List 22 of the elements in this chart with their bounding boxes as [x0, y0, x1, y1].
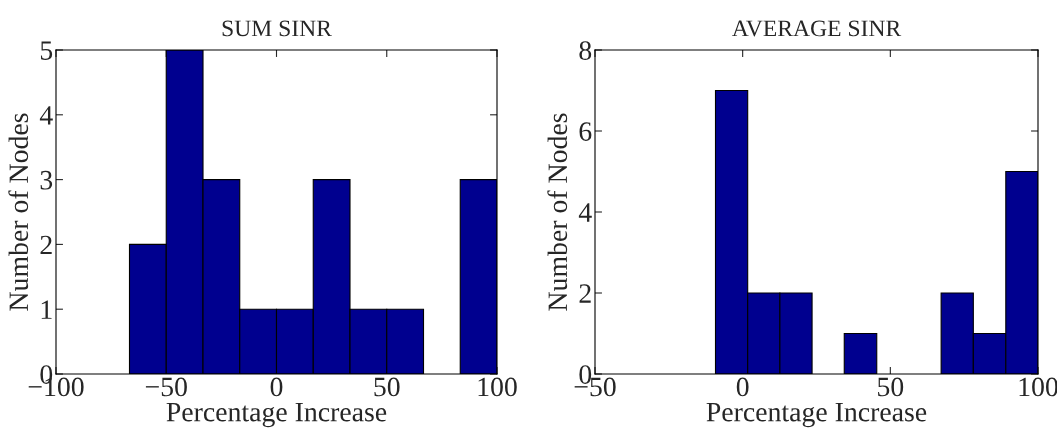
y-tick-label: 5: [40, 41, 53, 60]
y-axis-title: Number of Nodes: [547, 113, 568, 311]
x-tick-label: 0: [736, 377, 749, 397]
y-tick-label: 1: [41, 300, 52, 319]
x-tick-label: 50: [374, 377, 400, 397]
x-tick-label: 50: [878, 377, 904, 397]
x-axis-title: Percentage Increase: [166, 402, 387, 428]
y-axis-title: Number of Nodes: [8, 113, 29, 311]
y-tick-label: 3: [40, 170, 53, 190]
x-axis-title: Percentage Increase: [706, 402, 927, 428]
y-tick-label: 4: [578, 203, 592, 222]
x-tick-label: 100: [1019, 377, 1057, 397]
x-tick-label: −50: [145, 377, 187, 397]
chart-title: SUM SINR: [222, 20, 332, 37]
x-tick-label: 0: [270, 377, 283, 397]
chart-title: AVERAGE SINR: [732, 20, 902, 37]
x-tick-label: 100: [478, 377, 517, 397]
y-tick-label: 6: [579, 122, 592, 141]
y-tick-label: 2: [40, 235, 52, 255]
y-tick-label: 4: [39, 106, 53, 125]
y-tick-label: 8: [579, 41, 592, 60]
y-tick-label: 2: [579, 284, 591, 303]
